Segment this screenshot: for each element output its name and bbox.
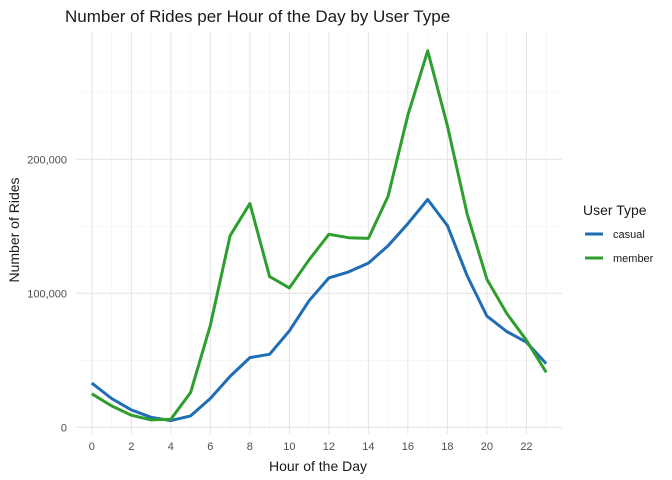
x-axis-ticks: 0 2 4 6 8 10 12 14 16 18 20 22	[89, 441, 533, 453]
y-axis-title: Number of Rides	[6, 177, 22, 282]
legend-title: User Type	[583, 202, 647, 218]
x-axis-title: Hour of the Day	[269, 458, 367, 474]
y-axis-ticks: 0 100,000 200,000	[27, 154, 67, 434]
x-tick-label: 10	[283, 441, 295, 453]
plot-panel	[76, 32, 562, 434]
x-tick-label: 4	[168, 441, 174, 453]
x-tick-label: 20	[481, 441, 493, 453]
x-tick-label: 12	[323, 441, 335, 453]
legend: User Type casual member	[583, 202, 654, 265]
legend-label-member: member	[613, 253, 654, 265]
series-lines	[92, 51, 546, 421]
y-tick-label: 0	[61, 422, 67, 434]
x-tick-label: 22	[520, 441, 532, 453]
x-tick-label: 16	[402, 441, 414, 453]
x-tick-label: 6	[207, 441, 213, 453]
x-tick-label: 18	[441, 441, 453, 453]
x-tick-label: 0	[89, 441, 95, 453]
x-tick-label: 8	[247, 441, 253, 453]
series-line-member	[92, 51, 546, 420]
legend-label-casual: casual	[613, 229, 645, 241]
y-tick-label: 100,000	[27, 288, 67, 300]
chart-title: Number of Rides per Hour of the Day by U…	[65, 7, 450, 26]
y-tick-label: 200,000	[27, 154, 67, 166]
legend-items: casual member	[585, 229, 654, 265]
x-tick-label: 14	[362, 441, 374, 453]
series-line-casual	[92, 200, 546, 421]
minor-gridlines	[76, 32, 562, 434]
x-tick-label: 2	[128, 441, 134, 453]
